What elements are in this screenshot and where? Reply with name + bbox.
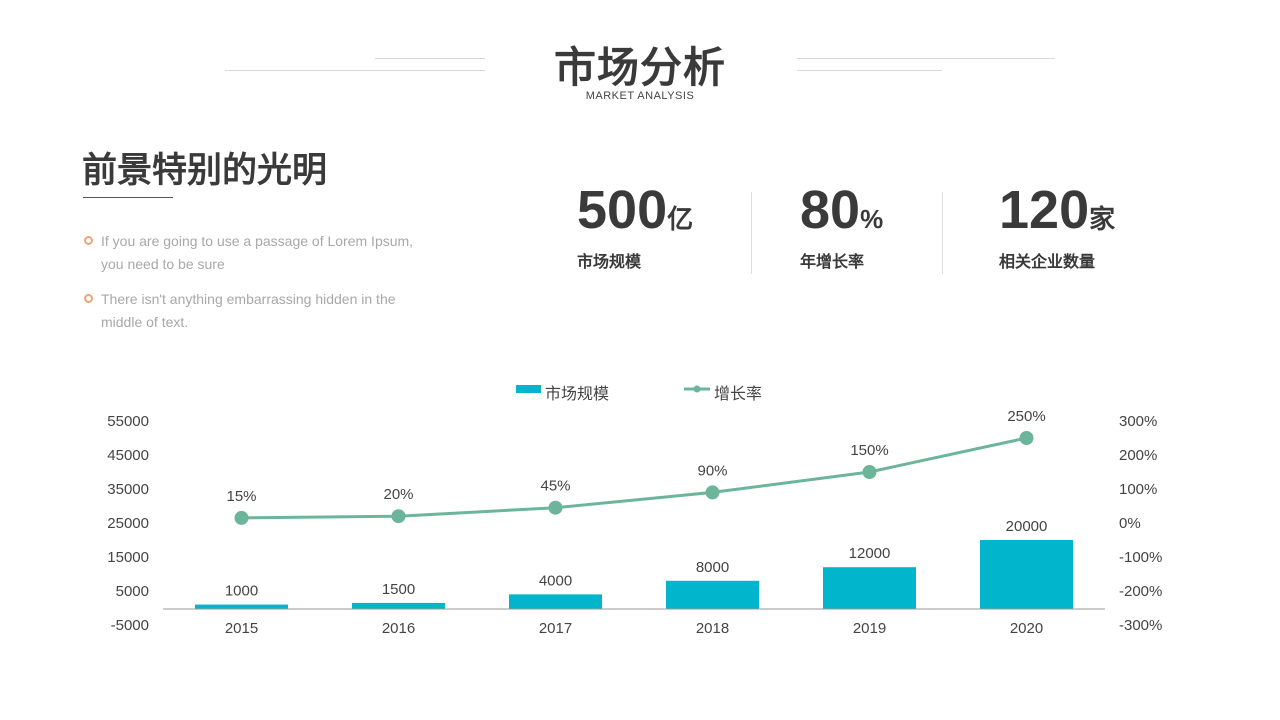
line-point-growth-rate	[234, 510, 249, 525]
bar-market-size	[509, 594, 602, 609]
line-data-label: 15%	[226, 488, 256, 505]
stat-company-count: 120家 相关企业数量	[999, 180, 1115, 272]
line-data-label: 45%	[540, 478, 570, 495]
y-right-tick-label: 200%	[1119, 447, 1157, 464]
y-right-tick-label: 300%	[1119, 413, 1157, 430]
legend-marker-growth-rate	[693, 385, 701, 393]
bar-data-label: 1500	[382, 581, 415, 598]
bar-market-size	[352, 602, 445, 609]
line-point-growth-rate	[862, 465, 877, 479]
bar-market-size	[823, 567, 916, 609]
stat-growth-rate: 80% 年增长率	[800, 180, 883, 272]
page-subtitle: MARKET ANALYSIS	[585, 90, 695, 102]
page-title: 市场分析	[553, 44, 726, 91]
bar-data-label: 8000	[696, 559, 729, 576]
title-deco-line-right-upper	[797, 58, 1055, 59]
stat-value: 120	[999, 180, 1090, 240]
y-right-tick-label: 0%	[1119, 515, 1141, 532]
bullet-item: There isn't anything embarrassing hidden…	[84, 288, 424, 334]
legend-label-growth-rate: 增长率	[714, 385, 762, 403]
y-right-tick-label: -100%	[1119, 549, 1162, 566]
line-growth-rate	[241, 436, 1027, 520]
stat-unit: 亿	[667, 204, 694, 234]
bullet-dot-icon	[84, 294, 93, 303]
y-right-tick-label: -200%	[1119, 583, 1162, 600]
bullet-item: If you are going to use a passage of Lor…	[84, 230, 424, 276]
x-tick-label: 2019	[853, 620, 886, 637]
y-left-tick-label: 45000	[107, 447, 149, 464]
y-left-tick-label: 25000	[107, 515, 149, 532]
stat-unit: 家	[1089, 204, 1116, 234]
bar-market-size	[195, 604, 288, 609]
x-tick-label: 2020	[1010, 620, 1043, 637]
line-point-growth-rate	[705, 485, 720, 500]
stat-value: 500	[577, 180, 668, 240]
bar-data-label: 1000	[225, 583, 258, 600]
stat-market-size: 500亿 市场规模	[577, 180, 693, 272]
y-left-tick-label: 15000	[107, 549, 149, 566]
section-heading: 前景特别的光明	[82, 151, 328, 190]
bar-market-size	[666, 580, 759, 609]
y-left-tick-label: 35000	[107, 481, 149, 498]
y-left-tick-label: -5000	[111, 617, 149, 634]
stat-value: 80	[800, 180, 861, 240]
line-data-label: 150%	[850, 442, 888, 459]
stat-label: 市场规模	[577, 254, 642, 271]
stat-unit: %	[860, 204, 884, 234]
title-deco-line-left-lower	[225, 70, 485, 71]
bar-data-label: 12000	[849, 545, 891, 562]
x-tick-label: 2016	[382, 620, 415, 637]
x-tick-label: 2015	[225, 620, 258, 637]
line-data-label: 90%	[697, 462, 727, 479]
y-left-tick-label: 5000	[116, 583, 149, 600]
title-deco-line-left-upper	[375, 58, 485, 59]
x-tick-label: 2017	[539, 620, 572, 637]
line-data-label: 250%	[1007, 408, 1045, 425]
stat-label: 相关企业数量	[999, 254, 1096, 271]
bar-market-size	[980, 540, 1073, 609]
bar-data-label: 20000	[1006, 518, 1048, 535]
stat-divider	[751, 192, 752, 274]
stat-label: 年增长率	[800, 254, 865, 271]
y-right-tick-label: -300%	[1119, 617, 1162, 634]
heading-underline	[83, 197, 173, 198]
stat-divider	[942, 192, 943, 274]
y-left-tick-label: 55000	[107, 413, 149, 430]
bullet-text: There isn't anything embarrassing hidden…	[101, 291, 396, 330]
y-right-tick-label: 100%	[1119, 481, 1157, 498]
bullet-list: If you are going to use a passage of Lor…	[84, 230, 424, 346]
title-deco-line-right-lower	[797, 70, 942, 71]
line-data-label: 20%	[383, 486, 413, 503]
legend-label-market-size: 市场规模	[545, 385, 609, 403]
line-point-growth-rate	[1019, 431, 1034, 445]
market-chart: 55000 45000 35000 25000 15000 5000 -5000 300% 20…	[107, 385, 1162, 637]
x-tick-label: 2018	[696, 620, 729, 637]
bullet-dot-icon	[84, 236, 93, 245]
bullet-text: If you are going to use a passage of Lor…	[101, 233, 414, 272]
bar-data-label: 4000	[539, 572, 572, 589]
line-point-growth-rate	[391, 509, 406, 524]
legend-swatch-market-size	[516, 385, 541, 393]
line-point-growth-rate	[548, 500, 563, 515]
